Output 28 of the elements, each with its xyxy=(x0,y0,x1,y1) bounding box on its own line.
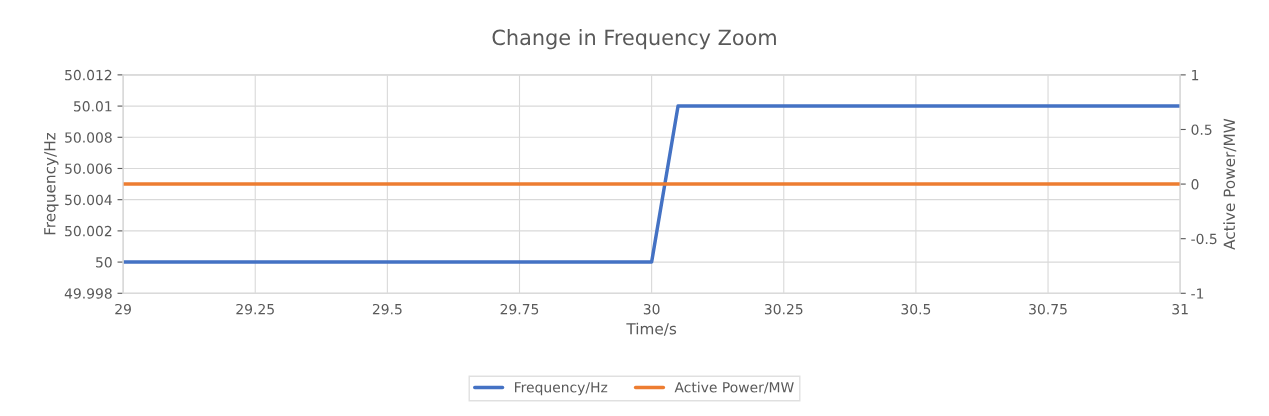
y2-tick-label: 0.5 xyxy=(1191,124,1212,135)
y-axis-title: Frequency/Hz xyxy=(44,132,59,235)
y2-tick-label: -0.5 xyxy=(1191,233,1217,245)
y2-axis-title: Active Power/MW xyxy=(1223,118,1237,250)
x-axis-title: Time/s xyxy=(626,322,677,336)
x-tick-label: 30.75 xyxy=(1029,303,1067,315)
chart-title: Change in Frequency Zoom xyxy=(492,29,776,50)
x-tick-label: 29 xyxy=(115,303,131,315)
x-tick-label: 31 xyxy=(1172,303,1188,315)
y-tick-label: 50.012 xyxy=(65,69,112,81)
y-tick-label: 50.01 xyxy=(73,101,112,112)
y2-tick-label: 1 xyxy=(1192,70,1199,81)
x-tick-label: 29.25 xyxy=(236,303,274,315)
x-tick-label: 30.25 xyxy=(764,303,803,315)
y2-tick-label: 0 xyxy=(1191,179,1199,190)
y2-tick-label: -1 xyxy=(1191,288,1204,299)
y-tick-label: 50.008 xyxy=(65,132,112,143)
legend-label: Active Power/MW xyxy=(674,381,794,394)
y-tick-label: 50.006 xyxy=(65,163,112,174)
x-tick-label: 30 xyxy=(643,303,660,315)
x-tick-label: 29.5 xyxy=(372,303,402,315)
y-tick-label: 50 xyxy=(96,257,112,268)
y-tick-label: 50.004 xyxy=(65,194,112,206)
y-tick-label: 50.002 xyxy=(65,225,112,237)
y-tick-label: 49.998 xyxy=(64,288,112,299)
legend-label: Frequency/Hz xyxy=(515,382,608,396)
x-tick-label: 29.75 xyxy=(500,303,539,315)
x-tick-label: 30.5 xyxy=(901,303,931,315)
